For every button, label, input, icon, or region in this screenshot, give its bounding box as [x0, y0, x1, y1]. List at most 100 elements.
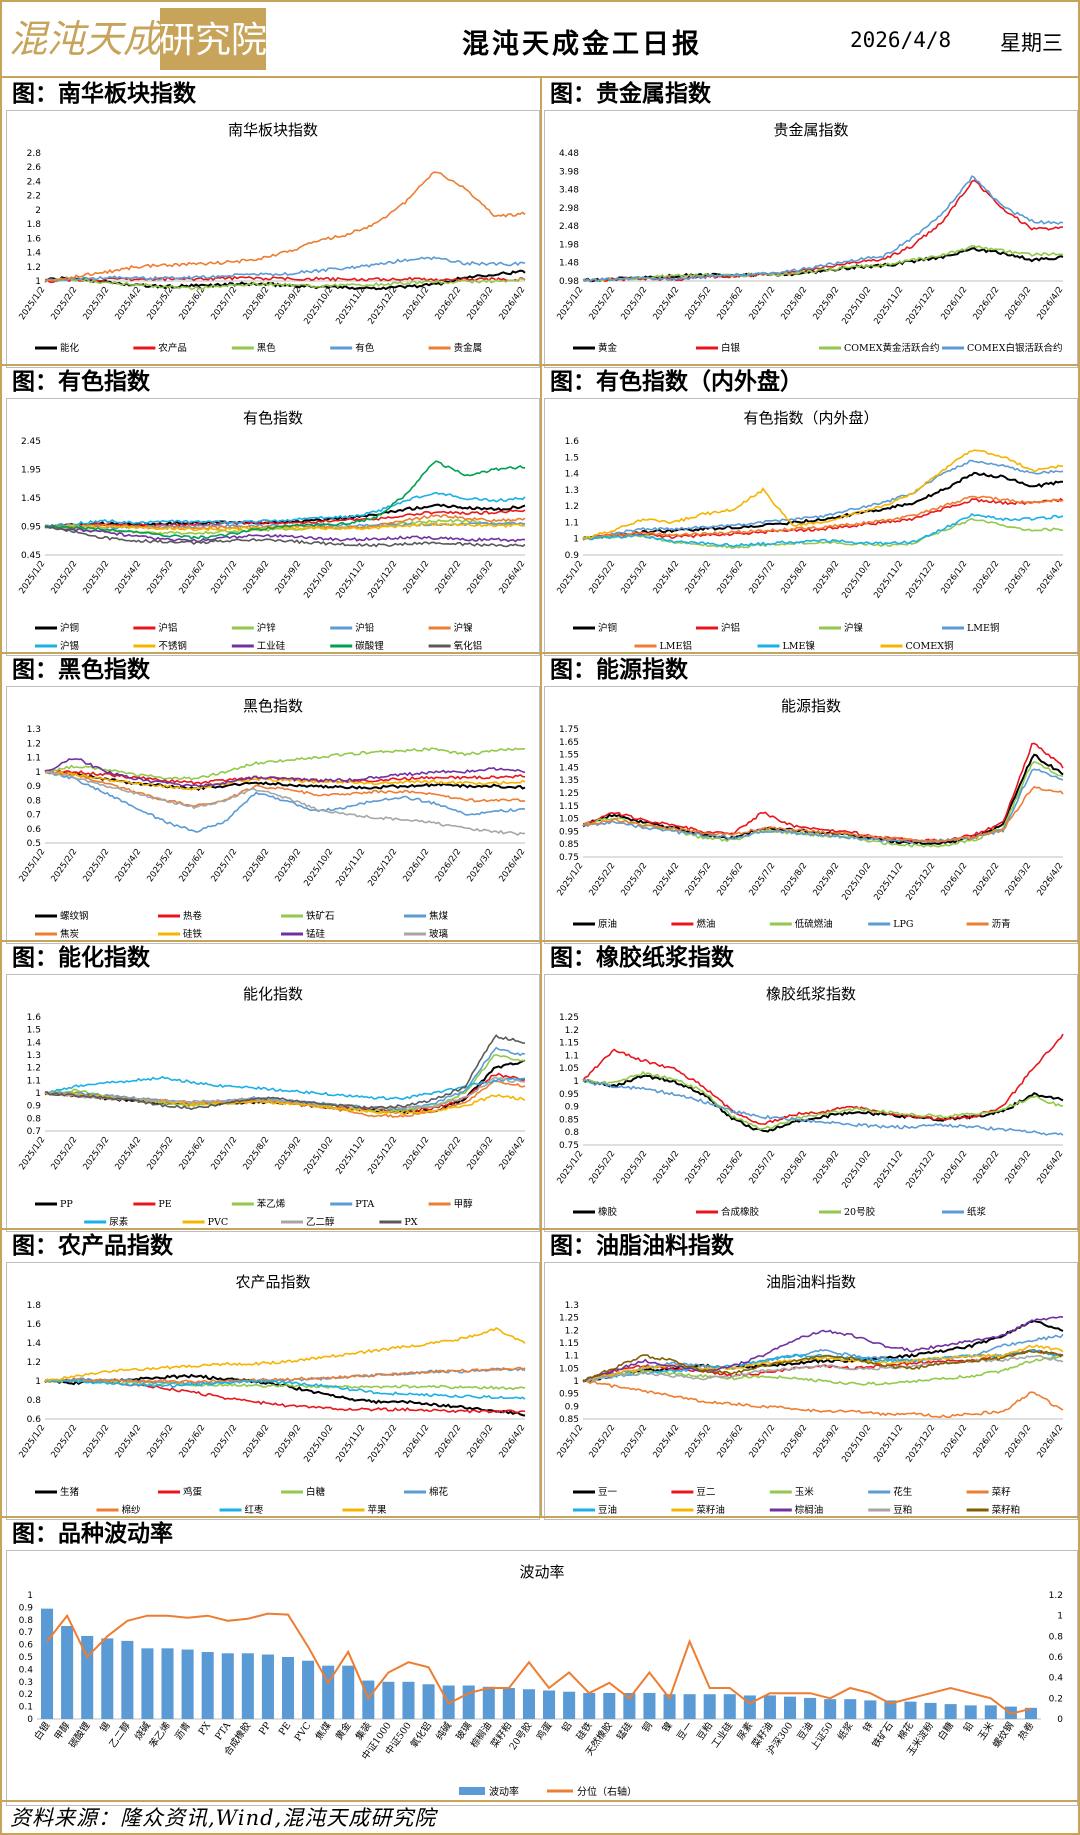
x-tick-label: 2025/10/2 [302, 1423, 335, 1464]
separator [2, 1800, 1078, 1802]
series-line-6 [44, 522, 526, 532]
x-tick-label: 2025/10/2 [840, 285, 873, 326]
bar [944, 1704, 957, 1719]
x-tick-label: 2026/1/2 [939, 559, 969, 596]
x-tick-label: 2026/1/2 [401, 559, 431, 596]
legend-item: 沥青 [966, 918, 1011, 930]
report-header: 混沌天成 研究院 混沌天成金工日报 2026/4/8 星期三 [2, 2, 1078, 78]
svg-text:纸浆: 纸浆 [967, 1206, 987, 1218]
x-tick-label: 铅 [961, 1719, 977, 1734]
x-tick-label: 2026/4/2 [497, 1423, 527, 1460]
svg-text:橡胶: 橡胶 [598, 1206, 618, 1218]
x-tick-label: 鸡蛋 [534, 1719, 555, 1742]
x-tick-label: 2025/11/2 [872, 285, 905, 326]
legend-item: 豆二 [671, 1487, 715, 1498]
x-tick-label: 2025/10/2 [302, 1135, 335, 1176]
y-tick-label: 0.3 [19, 1678, 33, 1688]
x-tick-label: 2025/9/2 [811, 559, 841, 596]
legend-item: 沪铜 [573, 622, 617, 634]
svg-text:尿素: 尿素 [109, 1216, 129, 1228]
svg-text:甲醇: 甲醇 [454, 1198, 474, 1210]
legend-item: 菜籽粕 [966, 1504, 1020, 1516]
legend-item: LME铜 [942, 622, 999, 634]
legend-item: 黑色 [231, 342, 277, 354]
svg-text:白银: 白银 [721, 342, 741, 354]
bar [502, 1688, 515, 1719]
x-tick-label: 2026/4/2 [1035, 1423, 1065, 1460]
x-tick-label: 2025/1/2 [555, 1149, 585, 1186]
x-tick-label: PP [257, 1720, 274, 1737]
svg-text:原油: 原油 [598, 918, 617, 930]
chart-title: 贵金属指数 [773, 121, 848, 139]
x-tick-label: 2025/12/2 [904, 1149, 937, 1190]
svg-text:贵金属: 贵金属 [454, 342, 483, 354]
bar [763, 1695, 776, 1719]
x-tick-label: 热卷 [1016, 1719, 1037, 1742]
x-tick-label: 2026/1/2 [939, 861, 969, 898]
x-tick-label: 黄金 [333, 1719, 354, 1742]
svg-text:沪锡: 沪锡 [60, 640, 79, 652]
x-tick-label: 2025/1/2 [17, 1423, 47, 1460]
series-line-7 [44, 770, 526, 836]
x-tick-label: 2026/3/2 [465, 1135, 495, 1172]
legend-item: PE [133, 1199, 172, 1210]
bar [402, 1681, 415, 1719]
y-tick-label: 0.95 [559, 1390, 579, 1400]
legend-item: 能化 [35, 342, 80, 354]
y-tick-label: 1 [35, 1089, 41, 1099]
svg-text:黑色: 黑色 [257, 342, 277, 354]
legend-item: 黄金 [573, 342, 618, 354]
y-tick-label: 1.2 [565, 1026, 579, 1036]
legend-item: 乙二醇 [281, 1216, 335, 1228]
section-title-rubber: 图：橡胶纸浆指数 [550, 944, 734, 971]
x-tick-label: 2025/11/2 [334, 1423, 367, 1464]
series-line-4 [44, 770, 526, 808]
series-line-0 [582, 471, 1064, 540]
x-tick-label: 2025/3/2 [81, 559, 111, 596]
svg-text:菜籽油: 菜籽油 [696, 1504, 725, 1516]
y-tick-label: 1.65 [559, 738, 579, 748]
bar [603, 1692, 616, 1719]
y-tick-label: 2.4 [27, 177, 42, 187]
x-tick-label: 2025/5/2 [145, 847, 175, 884]
x-tick-label: 2025/11/2 [334, 285, 367, 326]
legend-item: 玻璃 [404, 928, 448, 940]
x-tick-label: 沥青 [172, 1720, 193, 1742]
x-tick-label: 2025/5/2 [683, 559, 713, 596]
legend-item: 纸浆 [942, 1206, 987, 1218]
svg-text:PTA: PTA [355, 1199, 374, 1210]
y-tick-label: 1.2 [565, 502, 579, 512]
x-tick-label: 2025/3/2 [619, 559, 649, 596]
separator [2, 76, 1078, 78]
svg-text:混沌天成: 混沌天成 [10, 17, 166, 61]
legend-item: 玉米 [769, 1486, 814, 1498]
x-tick-label: 2025/10/2 [302, 559, 335, 600]
legend-item: 尿素 [84, 1216, 129, 1228]
legend-item: LPG [868, 919, 913, 930]
y-tick-label: 1.35 [559, 776, 579, 786]
bar [482, 1686, 495, 1719]
y-tick-label: 0.85 [559, 1115, 579, 1125]
x-tick-label: 2025/11/2 [334, 1135, 367, 1176]
x-tick-label: 锡 [97, 1720, 112, 1735]
legend-item: 苯乙烯 [231, 1198, 286, 1210]
svg-text:沪铅: 沪铅 [355, 622, 375, 634]
x-tick-label: 2025/12/2 [904, 1423, 937, 1464]
x-tick-label: 豆油 [795, 1720, 816, 1742]
y-tick-label: 1.25 [559, 1013, 579, 1023]
x-tick-label: 2025/10/2 [302, 285, 335, 326]
svg-text:苯乙烯: 苯乙烯 [257, 1198, 286, 1210]
svg-text:豆油: 豆油 [598, 1504, 617, 1516]
x-tick-label: PVC [293, 1720, 314, 1743]
x-tick-label: 2025/7/2 [747, 1149, 777, 1186]
x-tick-label: 2025/2/2 [587, 559, 617, 596]
series-line-5 [44, 770, 526, 791]
x-tick-label: 2025/1/2 [17, 285, 47, 322]
y-tick-label: 1 [35, 1377, 41, 1387]
y-tick-label: 0.8 [565, 1128, 580, 1138]
svg-text:菜籽: 菜籽 [992, 1486, 1012, 1498]
y-tick-label: 0.1 [19, 1703, 33, 1713]
legend-item: 棕榈油 [769, 1504, 823, 1516]
y2-tick-label: 1.2 [1049, 1591, 1063, 1601]
separator [540, 78, 542, 1518]
